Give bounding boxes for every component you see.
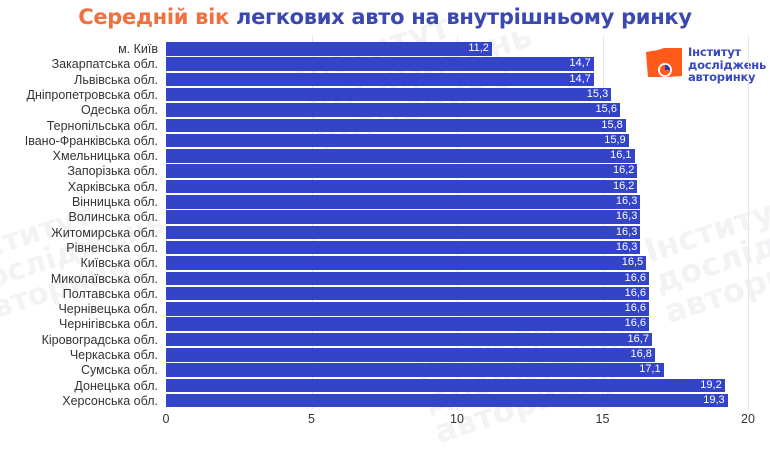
category-label: Хмельницька обл.	[52, 149, 158, 164]
title-accent: Середній вік	[78, 5, 229, 29]
bar: 16,2	[166, 164, 638, 178]
logo-car-pie-icon	[646, 48, 682, 77]
category-label: Одеська обл.	[81, 103, 158, 118]
bar-value-label: 14,7	[569, 72, 591, 85]
category-label: Київська обл.	[80, 256, 158, 271]
bar-value-label: 17,1	[639, 363, 661, 376]
bar-value-label: 16,2	[612, 179, 635, 192]
bar-value-label: 16,3	[615, 225, 638, 238]
category-label: Донецька обл.	[74, 378, 158, 393]
bar-value-label: 11,2	[468, 42, 489, 54]
bar: 15,3	[166, 87, 612, 102]
category-label: Львівська обл.	[74, 72, 158, 87]
bar: 16,6	[166, 302, 650, 316]
bar: 14,7	[166, 57, 594, 71]
bar: 15,6	[166, 103, 620, 117]
bar: 16,7	[166, 332, 652, 347]
category-label: Кіровоградська обл.	[41, 332, 158, 347]
category-label: Миколаївська обл.	[50, 271, 158, 286]
chart-title: Середній вік легкових авто на внутрішньо…	[0, 2, 770, 32]
bar-value-label: 16,1	[610, 149, 632, 162]
bar-value-label: 16,3	[615, 240, 638, 253]
institute-logo: Інститут досліджень авторинку	[644, 46, 770, 86]
bar: 16,6	[166, 271, 650, 286]
bar: 14,7	[166, 72, 594, 87]
bar: 16,1	[166, 149, 635, 163]
bar: 16,3	[166, 210, 641, 224]
bar: 16,5	[166, 256, 647, 270]
bar: 16,6	[166, 317, 650, 331]
logo-line-2: досліджень	[688, 57, 767, 72]
bar-value-label: 16,6	[624, 286, 647, 299]
bar-value-label: 15,6	[595, 103, 617, 116]
bar-value-label: 16,7	[627, 332, 649, 345]
x-tick-label: 0	[162, 412, 170, 426]
category-label: Дніпропетровська обл.	[26, 87, 158, 102]
bar-value-label: 15,8	[601, 118, 623, 131]
title-rest: легкових авто на внутрішньому ринку	[236, 5, 692, 29]
x-tick-label: 5	[308, 412, 315, 426]
category-label: Житомирська обл.	[51, 225, 158, 240]
bar-value-label: 16,6	[624, 302, 647, 315]
category-label: Закарпатська обл.	[51, 57, 158, 72]
category-label: Черкаська обл.	[69, 348, 158, 362]
bar: 16,8	[166, 348, 655, 362]
category-label: Волинська обл.	[68, 210, 158, 225]
x-tick-label: 20	[741, 412, 755, 426]
bar: 11,2	[166, 42, 492, 56]
bar: 16,3	[166, 225, 641, 240]
gridline-20	[748, 36, 749, 410]
bar-value-label: 16,2	[612, 164, 635, 177]
category-label: Чернівецька обл.	[58, 302, 158, 317]
category-label: Херсонська обл.	[62, 393, 158, 408]
category-label: м. Київ	[118, 42, 158, 56]
bar: 16,3	[166, 195, 641, 209]
bar-value-label: 15,3	[586, 87, 609, 100]
bar-value-label: 16,3	[615, 195, 638, 207]
bar-value-label: 16,8	[630, 348, 652, 360]
category-label: Запорізька обл.	[67, 164, 158, 179]
category-label: Полтавська обл.	[62, 286, 158, 301]
category-label: Чернігівська обл.	[59, 317, 158, 332]
bar-value-label: 19,2	[700, 378, 722, 391]
bar: 19,3	[166, 393, 728, 408]
bar: 17,1	[166, 363, 664, 377]
category-label: Тернопільська обл.	[46, 118, 158, 133]
bar-value-label: 16,6	[624, 271, 647, 284]
category-label: Харківська обл.	[67, 179, 158, 194]
bar: 19,2	[166, 378, 725, 393]
logo-line-1: Інститут	[688, 45, 741, 59]
category-label: Сумська обл.	[81, 363, 158, 378]
bar-value-label: 16,5	[621, 256, 644, 269]
bar-chart: 0 5 10 15 20 м. Київ 11,2 Закарпатська обл. 14,7…	[24, 36, 755, 426]
bar: 15,9	[166, 133, 629, 148]
bar: 15,8	[166, 118, 626, 133]
bar: 16,2	[166, 179, 638, 194]
x-tick-label: 10	[450, 412, 464, 426]
logo-text: Інститут досліджень авторинку	[688, 46, 766, 84]
bar: 16,6	[166, 286, 650, 301]
x-tick-label: 15	[595, 412, 610, 426]
bar-value-label: 16,3	[615, 210, 638, 223]
bar-value-label: 14,7	[569, 57, 591, 70]
bar-value-label: 16,6	[624, 317, 647, 330]
logo-line-3: авторинку	[688, 70, 756, 84]
category-label: Рівненська обл.	[66, 240, 158, 255]
category-label: Івано-Франківська обл.	[24, 133, 158, 148]
bar: 16,3	[166, 240, 641, 255]
category-label: Вінницька обл.	[71, 195, 158, 209]
bar-value-label: 19,3	[703, 393, 725, 406]
bar-value-label: 15,9	[604, 133, 626, 146]
